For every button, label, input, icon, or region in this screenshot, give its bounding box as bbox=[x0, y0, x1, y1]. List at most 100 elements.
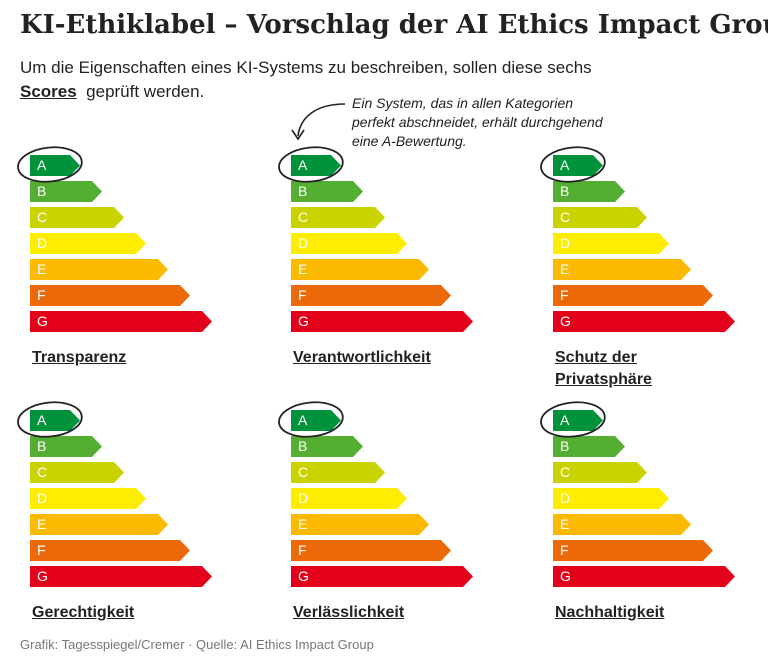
highlight-ring bbox=[17, 401, 83, 438]
grade-label: E bbox=[298, 261, 307, 277]
panel-name: Verantwortlichkeit bbox=[293, 349, 431, 366]
grade-label: B bbox=[560, 438, 569, 454]
highlight-ring bbox=[540, 401, 606, 438]
grade-bar bbox=[291, 540, 451, 561]
grade-bar bbox=[30, 462, 124, 483]
grade-label: A bbox=[37, 412, 47, 428]
grade-label: B bbox=[37, 438, 46, 454]
grade-label: E bbox=[298, 516, 307, 532]
highlight-ring bbox=[278, 146, 344, 183]
highlight-ring bbox=[278, 401, 344, 438]
highlight-ring bbox=[17, 146, 83, 183]
grade-label: G bbox=[298, 313, 309, 329]
grade-bar bbox=[553, 311, 735, 332]
grade-label: C bbox=[37, 209, 47, 225]
panel-name: Gerechtigkeit bbox=[32, 604, 135, 621]
grade-label: G bbox=[37, 568, 48, 584]
subtitle-text: geprüft werden. bbox=[86, 82, 205, 101]
grade-label: A bbox=[298, 157, 308, 173]
grade-label: B bbox=[298, 438, 307, 454]
grade-bar bbox=[30, 514, 168, 535]
grade-label: E bbox=[560, 516, 569, 532]
grade-label: G bbox=[298, 568, 309, 584]
grade-bar bbox=[291, 259, 429, 280]
grade-label: C bbox=[298, 209, 308, 225]
grade-label: D bbox=[298, 490, 308, 506]
grade-bar bbox=[30, 540, 190, 561]
grade-label: C bbox=[37, 464, 47, 480]
grade-bar bbox=[553, 207, 647, 228]
grade-bar bbox=[553, 259, 691, 280]
grade-label: D bbox=[560, 490, 570, 506]
grade-bar bbox=[553, 233, 669, 254]
grade-label: F bbox=[37, 542, 46, 558]
grade-bar bbox=[30, 233, 146, 254]
grade-label: D bbox=[37, 490, 47, 506]
grade-bar bbox=[291, 436, 363, 457]
grade-bar bbox=[553, 285, 713, 306]
grade-bar bbox=[291, 410, 341, 431]
grade-bar bbox=[30, 566, 212, 587]
annotation-line: eine A-Bewertung. bbox=[352, 133, 467, 149]
grade-bar bbox=[30, 436, 102, 457]
grade-label: G bbox=[37, 313, 48, 329]
panel-name: Schutz der Privatsphäre bbox=[555, 349, 652, 388]
grade-bar bbox=[553, 155, 603, 176]
grade-bar bbox=[30, 207, 124, 228]
grade-label: E bbox=[37, 261, 46, 277]
title: KI-Ethiklabel – Vorschlag der AI Ethics … bbox=[20, 10, 768, 40]
annotation-line: Ein System, das in allen Kategorien bbox=[352, 95, 574, 111]
grade-label: F bbox=[298, 287, 307, 303]
annotation-arrow bbox=[297, 103, 346, 137]
grade-bar bbox=[553, 181, 625, 202]
subtitle-text: Um die Eigenschaften eines KI-Systems zu… bbox=[20, 58, 592, 77]
grade-bar bbox=[291, 311, 473, 332]
grade-label: A bbox=[298, 412, 308, 428]
grade-bar bbox=[553, 436, 625, 457]
grade-bar bbox=[291, 233, 407, 254]
grade-bar bbox=[291, 285, 451, 306]
grade-label: E bbox=[560, 261, 569, 277]
panel-name: Transparenz bbox=[32, 349, 127, 366]
grade-label: B bbox=[560, 183, 569, 199]
grade-label: D bbox=[560, 235, 570, 251]
arrow-head bbox=[291, 129, 305, 141]
grade-bar bbox=[30, 488, 146, 509]
grade-bar bbox=[553, 410, 603, 431]
annotation-line: perfekt abschneidet, erhält durchgehend bbox=[352, 114, 603, 130]
grade-label: G bbox=[560, 568, 571, 584]
grade-bar bbox=[291, 155, 341, 176]
grade-bar bbox=[30, 285, 190, 306]
grade-label: D bbox=[298, 235, 308, 251]
grade-label: A bbox=[560, 412, 570, 428]
grade-bar bbox=[291, 514, 429, 535]
grade-label: A bbox=[37, 157, 47, 173]
grade-label: G bbox=[560, 313, 571, 329]
grade-bar bbox=[291, 181, 363, 202]
grade-label: F bbox=[560, 287, 569, 303]
grade-bar bbox=[30, 181, 102, 202]
grade-bar bbox=[291, 488, 407, 509]
subtitle: Um die Eigenschaften eines KI-Systems zu… bbox=[20, 56, 592, 104]
subtitle-bold: Scores bbox=[20, 82, 77, 101]
grade-bar bbox=[553, 514, 691, 535]
grade-bar bbox=[30, 311, 212, 332]
grade-bar bbox=[30, 410, 80, 431]
grade-bar bbox=[291, 207, 385, 228]
grade-bar bbox=[553, 488, 669, 509]
grade-bar bbox=[30, 259, 168, 280]
grade-bar bbox=[291, 566, 473, 587]
grade-bar bbox=[553, 540, 713, 561]
grade-bar bbox=[553, 462, 647, 483]
grade-label: C bbox=[560, 464, 570, 480]
grade-label: D bbox=[37, 235, 47, 251]
panel-name: Nachhaltigkeit bbox=[555, 604, 665, 621]
grade-label: E bbox=[37, 516, 46, 532]
grade-label: A bbox=[560, 157, 570, 173]
grade-label: F bbox=[37, 287, 46, 303]
grade-bar bbox=[291, 462, 385, 483]
panel-name: Verlässlichkeit bbox=[293, 604, 405, 621]
annotation: Ein System, das in allen Kategorien perfe… bbox=[352, 94, 603, 151]
